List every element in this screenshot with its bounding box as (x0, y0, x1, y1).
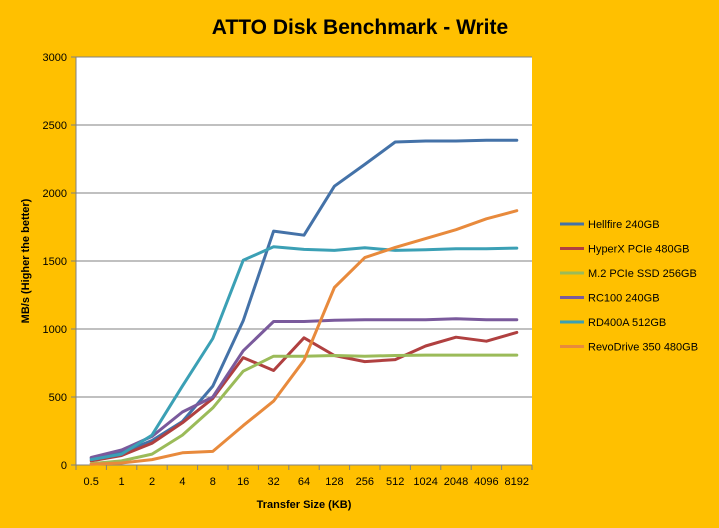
series-line-m-2-pcie-ssd-256gb (89, 353, 519, 466)
x-tick-label: 8192 (505, 476, 529, 488)
x-tick-label: 1 (119, 476, 125, 488)
grid-lines (71, 56, 533, 470)
legend-label-rc100-240gb: RC100 240GB (588, 293, 660, 305)
y-tick-label: 2000 (43, 188, 67, 200)
legend-label-hellfire-240gb: Hellfire 240GB (588, 219, 660, 231)
x-tick-label: 512 (386, 476, 404, 488)
y-tick-label: 1500 (43, 256, 67, 268)
legend-label-rd400a-512gb: RD400A 512GB (588, 317, 666, 329)
y-tick-label: 1000 (43, 324, 67, 336)
x-tick-label: 128 (325, 476, 343, 488)
y-tick-label: 3000 (43, 52, 67, 64)
y-tick-label: 500 (49, 392, 67, 404)
y-tick-labels: 0 500 1000 1500 2000 2500 3000 (43, 52, 67, 472)
x-tick-label: 256 (356, 476, 374, 488)
series-line-hellfire-240gb (89, 138, 519, 460)
series-line-revodrive-350-480gb (89, 209, 519, 466)
x-axis-label: Transfer Size (KB) (257, 499, 352, 511)
legend: Hellfire 240GB HyperX PCIe 480GB M.2 PCIe … (560, 219, 698, 354)
y-axis-label: MB/s (Higher the better) (20, 198, 32, 323)
legend-label-hyperx-pcie-480gb: HyperX PCIe 480GB (588, 244, 690, 256)
x-tick-label: 8 (210, 476, 216, 488)
series-lines (89, 138, 519, 466)
y-tick-label: 2500 (43, 120, 67, 132)
x-tick-label: 1024 (413, 476, 437, 488)
x-tick-label: 2 (149, 476, 155, 488)
series-line-hyperx-pcie-480gb (89, 330, 519, 463)
x-tick-label: 0.5 (84, 476, 99, 488)
x-tick-label: 4096 (474, 476, 498, 488)
chart-title: ATTO Disk Benchmark - Write (212, 16, 508, 39)
x-tick-label: 32 (267, 476, 279, 488)
x-tick-label: 4 (179, 476, 185, 488)
x-tick-label: 2048 (444, 476, 468, 488)
series-line-rd400a-512gb (89, 245, 519, 462)
legend-label-m-2-pcie-ssd-256gb: M.2 PCIe SSD 256GB (588, 268, 697, 280)
x-tick-labels: 0.5 1 2 4 8 16 32 64 128 256 512 1024 2048 4096 8192 (84, 476, 529, 488)
x-tick-label: 16 (237, 476, 249, 488)
series-line-rc100-240gb (89, 317, 519, 459)
legend-label-revodrive-350-480gb: RevoDrive 350 480GB (588, 342, 698, 354)
y-tick-label: 0 (61, 460, 67, 472)
x-tick-label: 64 (298, 476, 310, 488)
